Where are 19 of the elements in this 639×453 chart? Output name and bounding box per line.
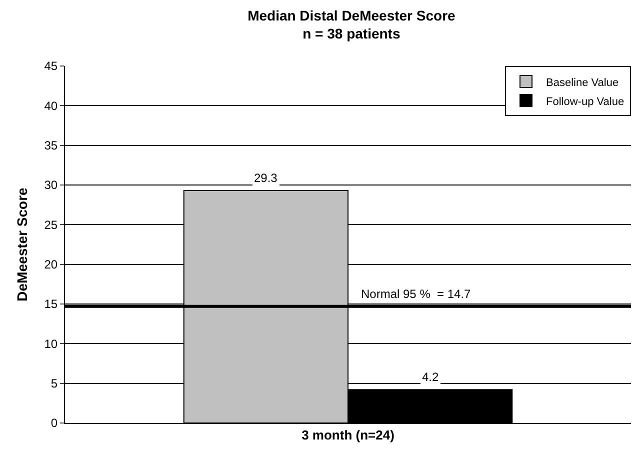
y-tick-label: 40 — [44, 98, 58, 113]
y-axis-title: DeMeester Score — [14, 187, 30, 302]
chart-subtitle: n = 38 patients — [302, 26, 400, 42]
ref-line-label: Normal 95 % = 14.7 — [361, 287, 472, 301]
y-tick-label: 0 — [50, 416, 58, 430]
legend-label: Follow-up Value — [546, 96, 624, 108]
data-label: 29.3 — [254, 171, 278, 185]
y-tick-label: 25 — [44, 218, 58, 232]
y-tick-label: 35 — [44, 138, 58, 153]
y-tick-label: 30 — [44, 178, 58, 192]
y-tick-label: 45 — [44, 59, 58, 74]
y-tick-label: 10 — [44, 336, 58, 351]
data-label: 4.2 — [422, 370, 440, 384]
x-tick-label: 3 month (n=24) — [302, 428, 394, 443]
chart-title: Median Distal DeMeester Score — [248, 7, 456, 24]
legend-label: Baseline Value — [546, 76, 619, 89]
y-tick-label: 15 — [44, 297, 58, 312]
y-tick-label: 20 — [44, 258, 58, 272]
y-tick-label: 5 — [50, 376, 58, 391]
